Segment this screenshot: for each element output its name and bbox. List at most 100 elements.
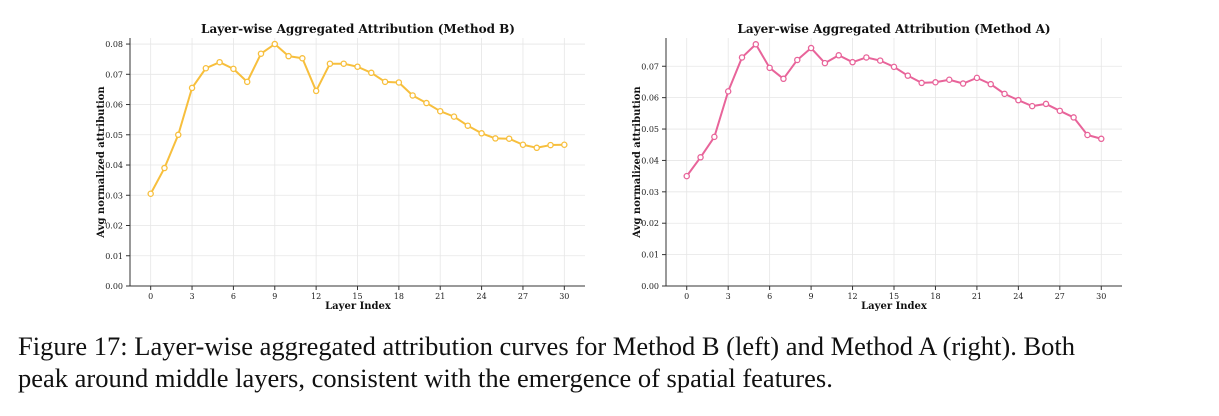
data-point [147,190,154,198]
data-point [987,80,994,88]
y-tick-label: 0.02 [105,222,123,231]
x-tick-label: 6 [767,292,772,301]
data-point [1070,114,1077,121]
y-tick-label: 0.06 [641,94,659,103]
x-tick-label: 15 [889,292,899,301]
data-point [890,63,898,71]
data-point [1056,107,1064,115]
data-point [711,133,718,141]
y-tick-label: 0.07 [105,70,123,79]
data-point [547,141,554,149]
x-tick-label: 21 [972,292,982,301]
y-tick-label: 0.08 [105,40,123,49]
data-point [724,88,732,95]
data-point [1001,90,1008,98]
x-tick-label: 3 [189,292,194,301]
data-point [849,58,856,66]
series-line [683,41,1105,180]
y-tick-label: 0.05 [641,125,659,134]
x-tick-label: 30 [1096,292,1106,301]
data-point [423,99,430,107]
data-point [561,141,568,149]
data-point [450,113,458,120]
data-point [807,44,815,52]
data-point [409,92,416,99]
data-point [257,50,265,57]
chart-method-a: Layer-wise Aggregated Attribution (Metho… [632,22,1122,312]
x-tick-label: 0 [684,292,689,301]
y-tick-label: 0.07 [641,62,659,71]
y-tick-label: 0.00 [105,282,123,291]
data-point [738,54,746,61]
data-point [821,59,829,67]
y-tick-label: 0.01 [641,251,659,260]
data-point [533,144,540,152]
caption-line: Figure 17: Layer-wise aggregated attribu… [18,331,1075,361]
data-point [436,107,444,115]
axes [662,38,1122,290]
x-tick-label: 9 [272,292,277,301]
y-tick-label: 0.04 [105,161,123,170]
gridlines [130,38,585,287]
data-point [202,64,210,72]
data-point [188,84,196,92]
data-point [271,40,279,48]
data-point [876,57,884,64]
data-point [505,135,513,142]
data-point [492,135,499,142]
y-tick-label: 0.06 [105,101,123,110]
data-point [946,76,953,84]
data-point [299,55,306,62]
figure-caption: Figure 17: Layer-wise aggregated attribu… [18,330,1208,394]
data-point [478,130,485,137]
data-point [780,75,787,83]
data-point [1042,100,1050,108]
x-axis-label: Layer Index [861,301,928,312]
data-point [697,154,704,161]
data-point [766,64,773,72]
data-point [863,54,870,61]
chart-title: Layer-wise Aggregated Attribution (Metho… [737,22,1050,36]
data-point [835,52,842,59]
data-point [464,122,472,129]
y-tick-label: 0.02 [641,219,659,228]
data-point [1028,102,1036,110]
x-tick-label: 18 [930,292,940,301]
data-point [175,131,182,139]
axes [126,38,585,290]
chart-method-b: Layer-wise Aggregated Attribution (Metho… [96,22,585,312]
y-axis-label: Avg normalized attribution [96,86,107,239]
tick-labels: 0 3 6 9 12 15 18 21 24 27 30 0.00 0.01 0.02 0.03 0.04 0.… [105,40,569,301]
x-tick-label: 6 [231,292,236,301]
data-point [973,74,981,82]
y-tick-label: 0.01 [105,252,123,261]
data-point [340,60,347,67]
x-tick-label: 12 [311,292,321,301]
data-point [216,58,223,66]
x-tick-label: 27 [518,292,528,301]
y-tick-label: 0.04 [641,156,659,165]
x-tick-label: 24 [476,292,486,301]
data-point [326,60,334,67]
data-point [1015,96,1022,104]
data-point [1084,131,1091,139]
data-point [368,69,375,77]
x-tick-label: 27 [1055,292,1065,301]
y-tick-label: 0.00 [641,282,659,291]
y-tick-label: 0.03 [641,188,659,197]
tick-labels: 0 3 6 9 12 15 18 21 24 27 30 0.00 0.01 0.02 0.03 0.04 0.… [641,62,1106,301]
data-point [519,141,527,149]
x-axis-label: Layer Index [325,301,392,312]
x-tick-label: 24 [1013,292,1023,301]
x-tick-label: 12 [847,292,857,301]
data-point [381,78,389,86]
x-tick-label: 3 [726,292,731,301]
data-point [312,87,320,95]
data-point [395,79,403,86]
data-point [904,72,912,79]
x-tick-label: 21 [435,292,445,301]
data-point [243,78,251,86]
y-axis-label: Avg normalized attribution [632,86,643,239]
caption-line: peak around middle layers, consistent wi… [18,363,833,393]
y-tick-label: 0.05 [105,131,123,140]
